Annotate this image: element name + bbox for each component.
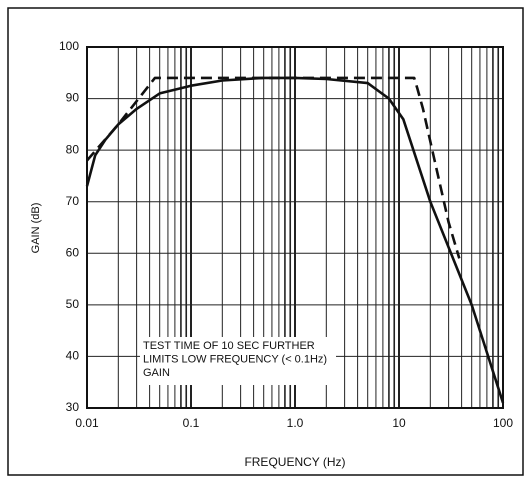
y-tick-label: 80	[66, 142, 80, 156]
x-tick-label: 0.1	[183, 416, 200, 430]
y-tick-label: 60	[66, 245, 80, 259]
y-tick-label: 40	[66, 349, 80, 363]
annotation: LIMITS LOW FREQUENCY (< 0.1Hz)	[143, 353, 327, 365]
x-tick-label: 1.0	[287, 416, 304, 430]
annotation: GAIN	[143, 367, 170, 379]
y-tick-label: 50	[66, 297, 80, 311]
y-tick-label: 100	[59, 39, 79, 53]
series-line	[86, 76, 461, 259]
frame	[7, 7, 524, 476]
y-tick-label: 90	[66, 91, 80, 105]
y-tick-label: 30	[66, 400, 80, 414]
y-tick-label: 70	[66, 194, 80, 208]
annotation: TEST TIME OF 10 SEC FURTHER	[143, 340, 315, 352]
x-tick-label: 100	[493, 416, 513, 430]
y-axis-label: GAIN (dB)	[30, 203, 42, 254]
annotation-bg	[140, 337, 336, 385]
x-axis-label: FREQUENCY (Hz)	[244, 455, 345, 469]
plot-border	[86, 46, 504, 409]
x-tick-label: 10	[392, 416, 406, 430]
x-tick-label: 0.01	[75, 416, 99, 430]
